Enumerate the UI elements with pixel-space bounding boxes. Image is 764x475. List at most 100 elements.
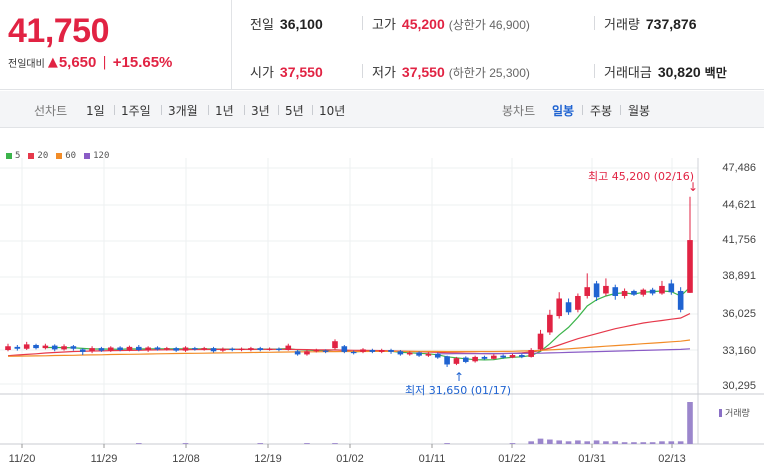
- candle-body: [248, 348, 254, 351]
- y-tick-label: 41,756: [722, 234, 756, 246]
- candle-body: [406, 352, 413, 355]
- divider: [161, 105, 162, 115]
- change-row: 전일대비 ▲ 5,650 | +15.65%: [8, 54, 172, 71]
- candlestick-chart[interactable]: 5 20 60 120 47,486 44,621 41,756 38,891 …: [0, 128, 764, 475]
- ma-legend: 5 20 60 120: [6, 151, 109, 161]
- ma-line-5: [45, 286, 691, 361]
- tab-monthly[interactable]: 월봉: [628, 104, 651, 118]
- divider: [114, 105, 115, 115]
- candle-body: [173, 348, 179, 351]
- volume-bar: [509, 443, 516, 444]
- candle-body: [182, 347, 189, 351]
- x-tick-label: 01/31: [578, 453, 606, 465]
- volume-bar: [332, 443, 338, 444]
- candle-body: [519, 355, 525, 357]
- divider: [362, 64, 363, 78]
- x-tick-label: 01/22: [498, 453, 526, 465]
- legend-item-ma120: 120: [84, 151, 109, 161]
- candle-body: [257, 348, 264, 351]
- candle-body: [416, 352, 422, 356]
- tab-10y[interactable]: 10년: [319, 104, 346, 118]
- candle-body: [378, 350, 385, 352]
- candle-body: [397, 351, 404, 355]
- divider: [620, 105, 621, 115]
- stat-value: 36,100: [279, 16, 323, 32]
- volume-bar: [182, 443, 189, 444]
- divider: [278, 105, 279, 115]
- candle-body: [5, 346, 11, 351]
- stat-open: 시가 37,550: [250, 62, 323, 81]
- candle-body: [33, 344, 39, 349]
- stat-low: 저가 37,550 (하한가 25,300): [372, 62, 530, 81]
- tab-1y[interactable]: 1년: [215, 104, 234, 118]
- candle-body: [294, 351, 301, 355]
- candle-body: [23, 344, 30, 349]
- candle-body: [472, 356, 478, 362]
- volume-bar: [575, 440, 581, 444]
- y-tick-label: 38,891: [722, 270, 756, 282]
- legend-item-ma5: 5: [6, 151, 20, 161]
- volume-bar: [547, 439, 553, 444]
- tab-3m[interactable]: 3개월: [168, 104, 198, 118]
- tab-daily[interactable]: 일봉: [552, 104, 575, 118]
- candle-body: [61, 346, 67, 350]
- change-separator: |: [102, 55, 107, 70]
- tab-1w[interactable]: 1주일: [121, 104, 151, 118]
- candle-body: [575, 295, 581, 310]
- candle-body: [220, 348, 226, 351]
- low-annotation-text: 최저 31,650 (01/17): [405, 384, 512, 397]
- candle-body: [500, 355, 506, 358]
- stat-value: 37,550: [279, 64, 323, 80]
- legend-label: 20: [37, 151, 49, 161]
- legend-swatch: [56, 153, 63, 159]
- x-tick-label: 02/13: [658, 453, 686, 465]
- tab-3y[interactable]: 3년: [251, 104, 270, 118]
- line-chart-title: 선차트: [34, 104, 68, 118]
- candle-body: [238, 348, 245, 351]
- candle-body: [192, 348, 198, 350]
- y-tick-label: 33,160: [722, 345, 756, 357]
- divider: [362, 16, 363, 30]
- legend-label: 120: [93, 151, 110, 161]
- tab-5y[interactable]: 5년: [285, 104, 304, 118]
- candle-body: [154, 347, 161, 350]
- ma-line-120: [437, 348, 691, 355]
- x-tick-label: 01/11: [418, 453, 446, 465]
- volume-bar: [584, 441, 591, 444]
- stat-upper-limit: (상한가 46,900): [448, 18, 530, 32]
- volume-bar: [593, 440, 600, 444]
- quote-header: 41,750 전일대비 ▲ 5,650 | +15.65% 전일 36,100 …: [0, 0, 764, 90]
- candle-body: [528, 350, 534, 357]
- candle-body: [425, 353, 432, 356]
- tab-1d[interactable]: 1일: [86, 104, 105, 118]
- x-tick-label: 12/19: [254, 453, 282, 465]
- divider: [312, 105, 313, 115]
- tab-weekly[interactable]: 주봉: [590, 104, 613, 118]
- ma-line-60: [7, 339, 691, 357]
- candle-body: [565, 302, 572, 313]
- candle-body: [332, 341, 338, 349]
- volume-bar: [565, 441, 572, 444]
- volume-legend: 거래량: [719, 406, 750, 419]
- y-tick-label: 30,295: [722, 380, 756, 392]
- stat-label: 저가: [372, 66, 396, 81]
- candle-body: [313, 350, 320, 352]
- candle-body: [322, 350, 329, 352]
- candle-body: [360, 349, 366, 352]
- candle-body: [229, 348, 236, 351]
- volume-swatch: [719, 408, 722, 417]
- volume-bar: [659, 441, 665, 444]
- volume-bar: [257, 443, 264, 444]
- candle-body: [210, 348, 217, 352]
- volume-bar: [621, 442, 628, 444]
- stat-value: 737,876: [645, 16, 697, 32]
- candle-body: [434, 353, 441, 358]
- legend-label: 60: [65, 151, 77, 161]
- candle-body: [612, 287, 619, 296]
- stat-volume: 거래량 737,876: [604, 14, 697, 33]
- legend-label: 5: [15, 151, 21, 161]
- candle-body: [98, 348, 105, 351]
- candle-body: [649, 289, 656, 294]
- legend-swatch: [28, 153, 35, 159]
- price-summary: 41,750 전일대비 ▲ 5,650 | +15.65%: [0, 0, 232, 90]
